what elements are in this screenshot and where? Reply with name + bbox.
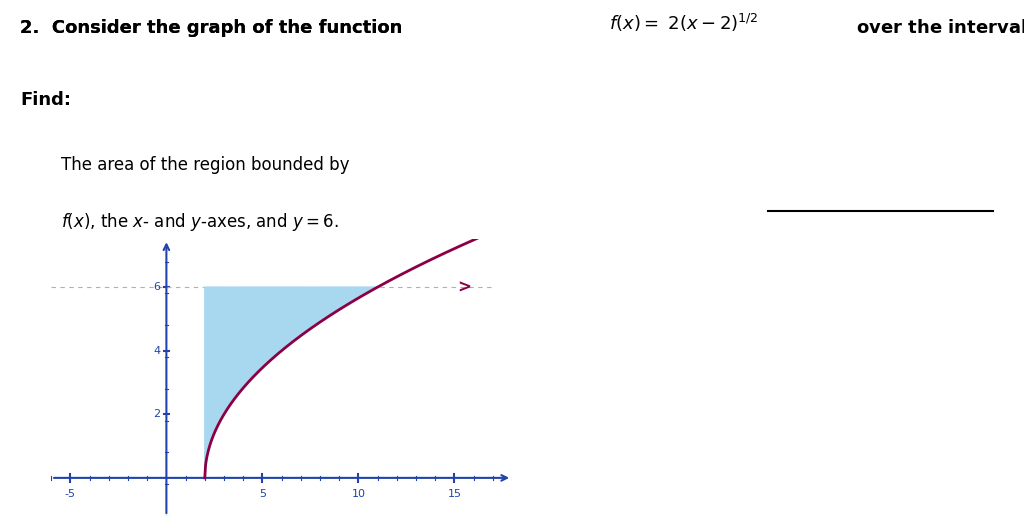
- Text: -5: -5: [65, 489, 76, 499]
- Text: 2: 2: [154, 409, 161, 419]
- Text: The area of the region bounded by: The area of the region bounded by: [61, 156, 350, 173]
- Text: Find:: Find:: [20, 91, 72, 109]
- Text: 15: 15: [447, 489, 462, 499]
- Text: 10: 10: [351, 489, 366, 499]
- Text: >: >: [457, 278, 471, 296]
- Polygon shape: [205, 287, 378, 478]
- Text: 2.  Consider the graph of the function: 2. Consider the graph of the function: [20, 19, 410, 37]
- Text: $f(x) = \ 2(x-2)^{1/2}$: $f(x) = \ 2(x-2)^{1/2}$: [609, 12, 759, 34]
- Text: $f(x)$, the $x$- and $y$-axes, and $y = 6$.: $f(x)$, the $x$- and $y$-axes, and $y = …: [61, 211, 339, 232]
- Text: 2.  Consider the graph of the function: 2. Consider the graph of the function: [20, 19, 410, 37]
- Text: 5: 5: [259, 489, 266, 499]
- Text: over the interval $2 \leq x \leq 11$: over the interval $2 \leq x \leq 11$: [850, 19, 1024, 37]
- Text: 4: 4: [154, 346, 161, 356]
- Text: 6: 6: [154, 282, 161, 292]
